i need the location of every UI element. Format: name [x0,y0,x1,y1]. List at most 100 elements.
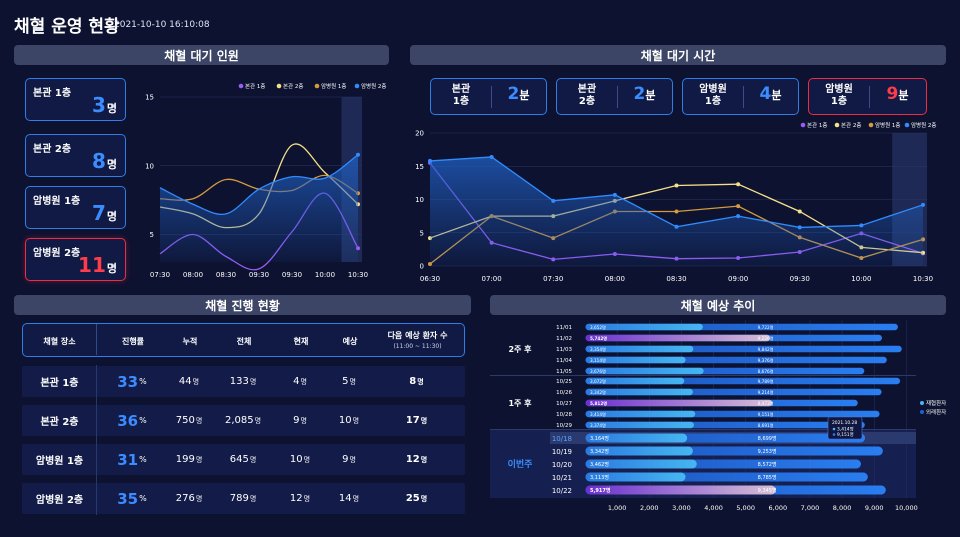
x-tick-label: 1,000 [608,504,627,512]
bar-value-label: 3,676명 [590,368,606,374]
table-cell-rate: 36% [107,405,157,436]
table-cell-exp: 10 명 [324,405,374,436]
cell-unit: 명 [303,494,311,503]
bar-value-label: 3,342명 [590,448,609,455]
wait-people-box[interactable]: 암병원 1층 7명 [25,186,126,229]
bar-revisit[interactable] [585,334,771,342]
bar-revisit[interactable] [585,421,694,429]
wait-people-unit: 명 [106,158,117,171]
section-header-wait-time: 채혈 대기 시간 [410,45,946,65]
tooltip-box [827,416,863,440]
bar-revisit[interactable] [585,459,697,469]
bar-value-label: 9,253명 [758,448,777,455]
cell-unit: 명 [420,455,428,464]
cell-unit: 명 [249,455,257,464]
wait-people-box[interactable]: 본관 2층 8명 [25,134,126,177]
wait-people-box[interactable]: 암병원 2층 11명 [25,238,126,281]
cell-value: 199 [175,454,195,465]
legend-label: 암병원 1층 [875,121,901,129]
cell-unit: 명 [349,377,356,386]
wait-people-chart: 5 10 15 07:30 08:00 08:30 09:30 09:30 10:00 10:30… [145,82,386,279]
bar-revisit[interactable] [585,485,776,495]
date-label: 11/01 [556,325,572,331]
cell-value: 12 [405,454,420,465]
table-cell-rate: 31% [107,444,157,475]
bar-value-label: 3,462명 [590,461,609,468]
bar-value-label: 5,742명 [590,335,607,342]
data-point [674,183,679,188]
tooltip-value: 9,151명 [837,431,854,438]
wait-time-minutes: 9 [886,84,899,104]
table-row: 본관 1층 33% 44 명 133 명 4 명 5 명 8 명 [22,366,465,397]
wait-time-chart: 0 5 10 15 20 06:30 07:00 07:30 08:00 08:30 09:00 09… [415,121,936,283]
legend-label: 암병원 1층 [321,82,347,90]
date-label: 10/28 [556,412,572,418]
bar-revisit[interactable] [585,377,685,385]
x-tick-label: 5,000 [736,504,755,512]
week-group-label: 이번주 [508,458,533,470]
wait-time-box[interactable]: 본관 1층 2분 [430,78,547,115]
wait-people-unit: 명 [106,102,117,115]
page-title: 채혈 운영 현황 [14,17,120,37]
x-tick-label: 3,000 [672,504,691,512]
bar-revisit[interactable] [585,345,694,353]
table-cell-place: 암병원 2층 [22,483,97,514]
data-point [736,182,741,187]
wait-people-box[interactable]: 본관 1층 3명 [25,78,126,121]
wait-time-box-name-line1: 암병원 [699,84,727,95]
bar-revisit[interactable] [585,410,696,418]
wait-people-box-name: 본관 1층 [33,88,72,99]
legend-marker [314,83,320,89]
table-cell-total: 645 명 [218,444,268,475]
th-rate: 진행률 [121,337,145,346]
y-tick-label: 5 [150,231,154,239]
date-label: 11/02 [556,336,572,342]
legend-marker [920,410,924,414]
table-cell-total: 2,085 명 [218,405,268,436]
bar-value-label: 3,164명 [590,435,609,442]
x-tick-label: 10:30 [913,275,933,283]
wait-people-unit: 명 [106,262,117,275]
bar-value-label: 8,691명 [758,422,774,428]
x-tick-label: 08:30 [666,275,686,283]
x-tick-label: 09:30 [282,271,302,279]
bar-revisit[interactable] [585,388,693,396]
cell-value: 4 [293,376,300,387]
cell-value: 645 [229,454,249,465]
table-row: 암병원 2층 35% 276 명 789 명 12 명 14 명 25 명 [22,483,465,514]
x-tick-label: 09:30 [790,275,810,283]
legend-marker [868,122,874,128]
legend-marker [834,122,840,128]
wait-time-box-value: 9분 [873,84,922,104]
cell-value: 본관 1층 [40,378,79,389]
wait-people-box-name: 암병원 2층 [33,248,81,259]
cell-value: 8 [409,376,417,387]
bar-revisit[interactable] [585,323,703,331]
table-cell-total: 133 명 [218,366,268,397]
wait-time-box[interactable]: 암병원 1층 9분 [808,78,927,115]
cell-unit: 명 [195,416,203,425]
legend-marker [276,83,282,89]
bar-revisit[interactable] [585,367,704,375]
wait-time-box[interactable]: 본관 2층 2분 [556,78,673,115]
bar-revisit[interactable] [585,433,688,443]
wait-people-count: 8 [91,149,106,173]
bar-value-label: 5,917명 [590,487,611,494]
wait-time-box-name: 본관 2층 [557,84,617,108]
bar-revisit[interactable] [585,356,686,364]
bar-revisit[interactable] [585,472,686,482]
cell-value: 44 [178,376,192,387]
bar-value-label: 9,345명 [758,487,777,494]
bar-revisit[interactable] [585,446,693,456]
cell-unit: 명 [254,416,262,425]
table-cell-cur: 12 명 [275,483,325,514]
th-next-range: (11:00 ~ 11:30) [393,343,442,350]
wait-time-box-divider [491,86,492,108]
wait-time-box[interactable]: 암병원 1층 4분 [682,78,799,115]
date-label: 11/04 [556,358,572,364]
x-tick-label: 6,000 [769,504,788,512]
bar-revisit[interactable] [585,399,773,407]
wait-time-minutes: 4 [759,84,772,104]
cell-value: 36 [117,411,139,430]
cell-value: 10 [289,454,303,465]
